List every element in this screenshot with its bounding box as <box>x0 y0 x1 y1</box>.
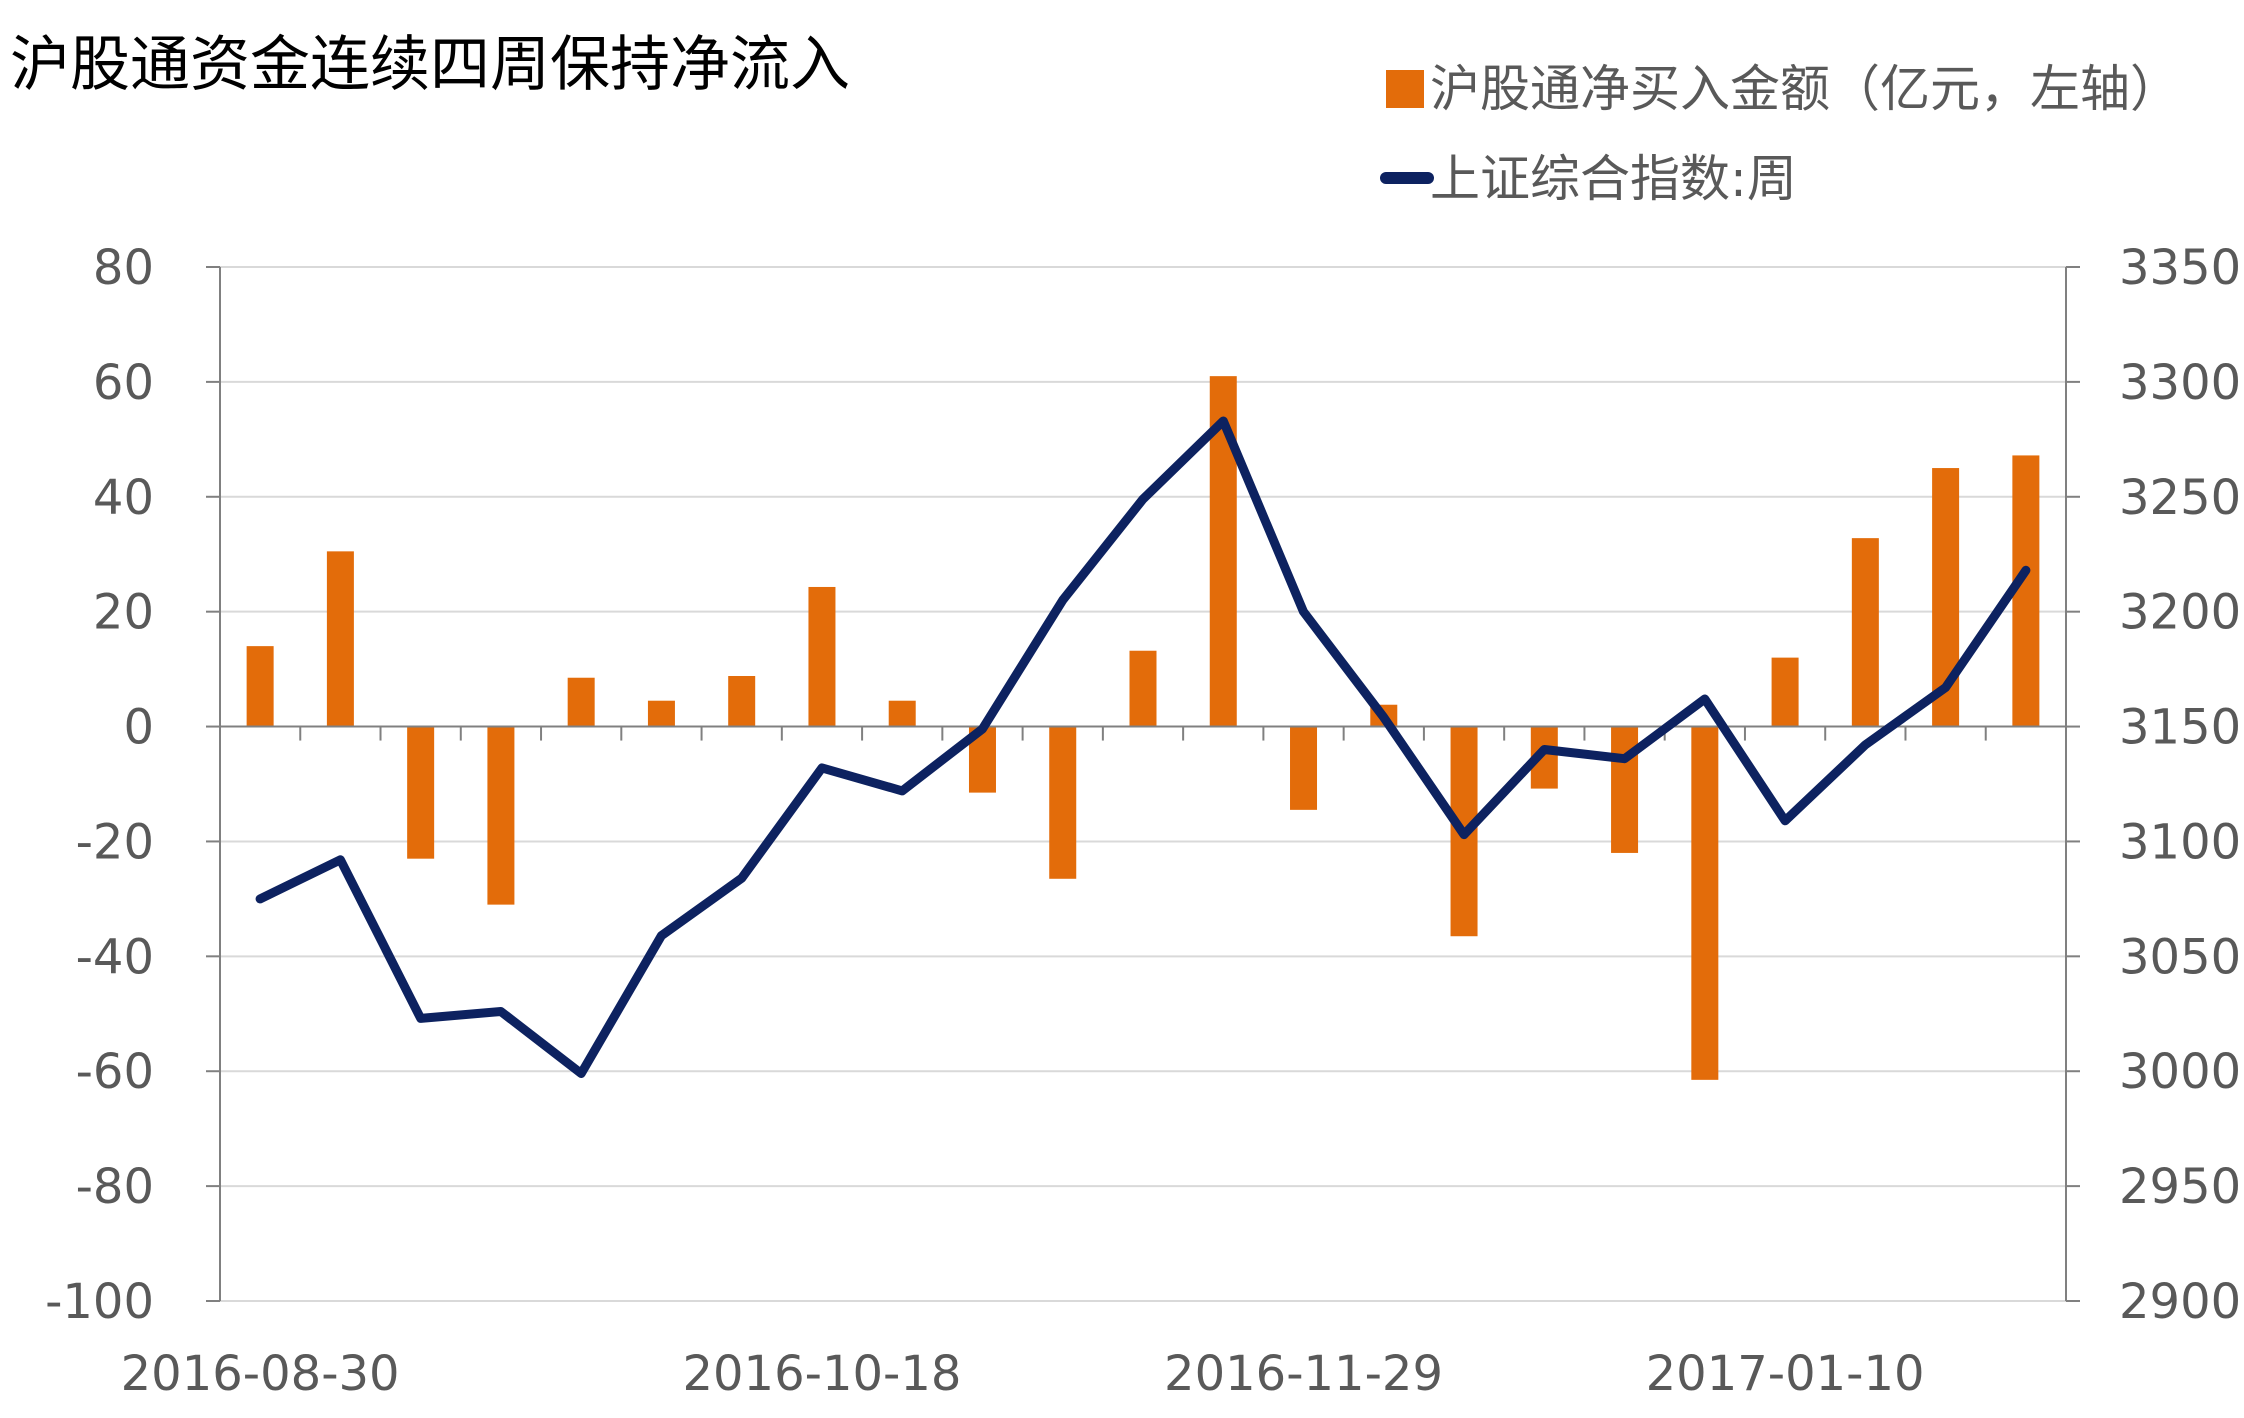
bar <box>326 551 354 727</box>
bar <box>1771 657 1799 727</box>
legend-line-label: 上证综合指数:周 <box>1430 150 1797 208</box>
x-tick-label: 2016-08-30 <box>121 1346 400 1402</box>
x-tick-label: 2017-01-10 <box>1646 1346 1925 1402</box>
x-tick-label: 2016-11-29 <box>1164 1346 1443 1402</box>
bar <box>647 700 675 727</box>
index-line <box>255 416 2031 1078</box>
x-tick-label: 2016-10-18 <box>682 1346 961 1402</box>
left-tick-label: -60 <box>76 1044 154 1100</box>
bar <box>1290 726 1318 810</box>
bar <box>1691 726 1719 1080</box>
x-axis-ticks: 2016-08-30 2016-10-18 2016-11-29 2017-01-10 <box>121 1346 1925 1402</box>
left-tick-label: 20 <box>93 585 154 641</box>
bar <box>407 726 435 859</box>
left-tick-label: -80 <box>76 1159 154 1215</box>
gridlines <box>220 266 2066 1302</box>
left-tick-label: 0 <box>123 700 154 756</box>
right-tick-label: 2950 <box>2119 1159 2241 1215</box>
right-tick-label: 3050 <box>2119 929 2241 985</box>
legend: 沪股通净买入金额（亿元，左轴） 上证综合指数:周 <box>1380 60 2180 208</box>
right-tick-label: 3100 <box>2119 814 2241 870</box>
line-series <box>255 416 2031 1078</box>
right-tick-label: 3250 <box>2119 470 2241 526</box>
legend-bar-label: 沪股通净买入金额（亿元，左轴） <box>1430 60 2180 118</box>
right-tick-label: 3300 <box>2119 355 2241 411</box>
bar <box>1611 726 1639 853</box>
bar <box>1851 538 1879 727</box>
right-tick-label: 3200 <box>2119 585 2241 641</box>
bar <box>728 676 756 727</box>
chart-title: 沪股通资金连续四周保持净流入 <box>10 30 850 100</box>
bar <box>246 646 274 727</box>
legend-bar-swatch <box>1386 70 1424 108</box>
bar <box>808 586 836 727</box>
bar <box>1129 650 1157 727</box>
left-tick-label: 60 <box>93 355 154 411</box>
axes <box>206 266 2080 1302</box>
left-axis-ticks: 80 60 40 20 0 -20 -40 -60 -80 -100 <box>45 240 154 1330</box>
bar <box>888 700 916 727</box>
bar <box>567 677 595 727</box>
right-tick-label: 3000 <box>2119 1044 2241 1100</box>
left-tick-label: -100 <box>45 1274 154 1330</box>
bar-series <box>246 376 2040 1080</box>
right-axis-ticks: 3350 3300 3250 3200 3150 3100 3050 3000 2950 2900 <box>2119 240 2241 1330</box>
left-tick-label: -20 <box>76 814 154 870</box>
right-tick-label: 3350 <box>2119 240 2241 296</box>
left-tick-label: 80 <box>93 240 154 296</box>
right-tick-label: 2900 <box>2119 1274 2241 1330</box>
bar <box>487 726 515 905</box>
right-tick-label: 3150 <box>2119 700 2241 756</box>
left-tick-label: -40 <box>76 929 154 985</box>
left-tick-label: 40 <box>93 470 154 526</box>
bar <box>1049 726 1077 879</box>
